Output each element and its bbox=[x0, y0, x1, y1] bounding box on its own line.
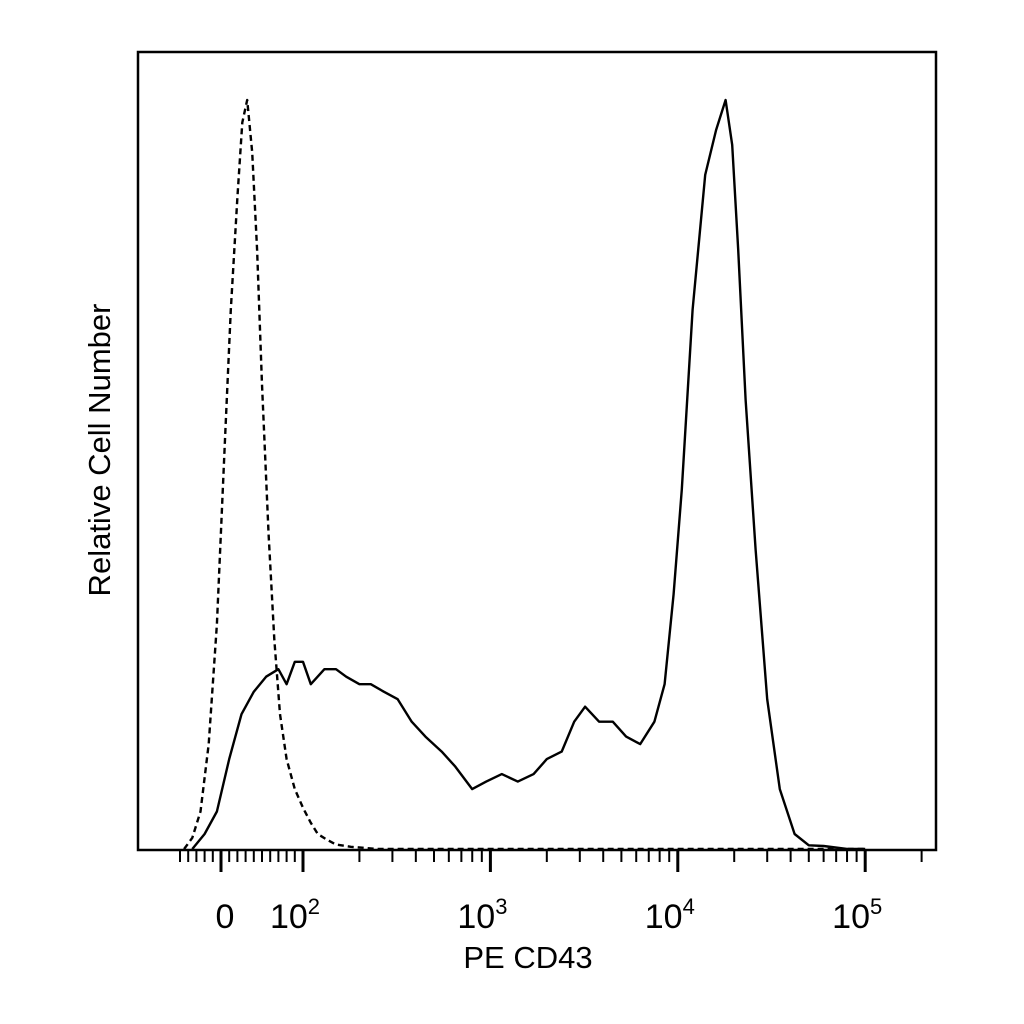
x-tick-exponent: 5 bbox=[870, 894, 882, 919]
x-minor-ticks bbox=[179, 850, 923, 862]
x-major-ticks bbox=[219, 850, 867, 872]
x-tick-labels: 0 102 103 104 105 bbox=[216, 894, 883, 936]
plot-frame bbox=[136, 50, 938, 852]
x-tick-label: 102 bbox=[270, 894, 320, 936]
x-tick-label: 104 bbox=[645, 894, 695, 936]
y-axis-label: Relative Cell Number bbox=[82, 304, 117, 597]
x-tick-label: 103 bbox=[457, 894, 507, 936]
x-tick-label: 105 bbox=[832, 894, 882, 936]
cd43-stained-series bbox=[191, 98, 866, 851]
x-axis-label: PE CD43 bbox=[463, 940, 592, 975]
x-tick-exponent: 2 bbox=[308, 894, 320, 919]
x-tick-label: 0 bbox=[216, 898, 235, 936]
isotype-control-series bbox=[183, 98, 866, 851]
x-tick-exponent: 3 bbox=[495, 894, 507, 919]
x-tick-exponent: 4 bbox=[683, 894, 695, 919]
series-layer bbox=[183, 98, 866, 851]
